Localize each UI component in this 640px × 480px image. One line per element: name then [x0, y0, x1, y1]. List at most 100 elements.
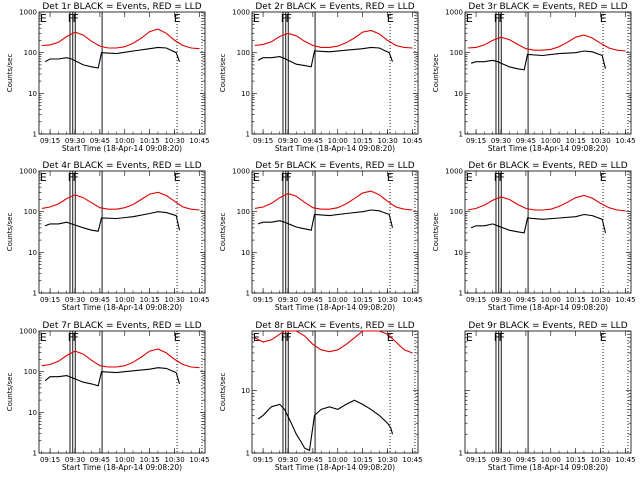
- x-tick-label: 10:30: [590, 137, 610, 145]
- panel-title: Det 1r BLACK = Events, RED = LLD: [42, 2, 201, 12]
- event-marker-e: E: [387, 331, 394, 344]
- x-tick-label: 10:30: [164, 456, 184, 464]
- y-axis-label: Counts/sec: [6, 54, 14, 93]
- x-axis-label: Start Time (18-Apr-14 09:08:20): [275, 463, 395, 472]
- y-tick-label: 100: [450, 49, 463, 57]
- event-marker-e: E: [466, 12, 473, 25]
- y-tick-label: 1: [33, 131, 37, 139]
- panel-title: Det 7r BLACK = Events, RED = LLD: [42, 321, 201, 331]
- plot-frame: [251, 170, 419, 294]
- panel-title: Det 3r BLACK = Events, RED = LLD: [468, 2, 627, 12]
- x-tick-label: 10:45: [402, 456, 422, 464]
- x-tick-label: 09:15: [253, 456, 273, 464]
- x-tick-label: 09:15: [253, 137, 273, 145]
- series-events-line: [257, 209, 394, 231]
- x-tick-label: 09:15: [253, 296, 273, 304]
- x-tick-label: 09:45: [303, 137, 323, 145]
- series-events-line: [257, 46, 394, 68]
- y-tick-label: 1000: [232, 168, 250, 176]
- y-axis-label: Counts/sec: [432, 54, 440, 93]
- x-tick-label: 10:00: [115, 456, 135, 464]
- panel-title: Det 8r BLACK = Events, RED = LLD: [255, 321, 414, 331]
- y-tick-label: 100: [24, 49, 37, 57]
- plot-frame: [464, 11, 632, 135]
- x-tick-label: 10:15: [353, 137, 373, 145]
- x-axis-label: Start Time (18-Apr-14 09:08:20): [488, 144, 608, 153]
- y-tick-label: 1000: [232, 9, 250, 17]
- x-tick-label: 10:00: [328, 456, 348, 464]
- event-marker-f: F: [281, 331, 287, 344]
- x-tick-label: 09:45: [516, 456, 536, 464]
- y-tick-label: 1: [459, 290, 463, 298]
- y-tick-label: 100: [237, 49, 250, 57]
- event-marker-f: F: [68, 12, 74, 25]
- panel-title: Det 6r BLACK = Events, RED = LLD: [468, 161, 627, 171]
- x-tick-label: 09:15: [40, 296, 60, 304]
- series-lld-line: [41, 348, 200, 369]
- event-marker-e: E: [466, 331, 473, 344]
- plot-frame: [464, 330, 632, 454]
- y-tick-label: 100: [24, 368, 37, 376]
- panel-title: Det 5r BLACK = Events, RED = LLD: [255, 161, 414, 171]
- y-tick-label: 100: [237, 208, 250, 216]
- event-marker-f: F: [68, 331, 74, 344]
- y-tick-label: 10: [241, 90, 250, 98]
- series-events-line: [470, 213, 607, 234]
- plot-frame: [38, 170, 206, 294]
- y-tick-label: 1: [33, 290, 37, 298]
- x-tick-label: 10:45: [402, 137, 422, 145]
- x-axis-label: Start Time (18-Apr-14 09:08:20): [62, 144, 182, 153]
- x-tick-label: 09:30: [278, 137, 298, 145]
- x-tick-label: 10:00: [541, 296, 561, 304]
- x-tick-label: 09:30: [278, 456, 298, 464]
- series-events-line: [470, 50, 607, 71]
- event-marker-f: F: [494, 331, 500, 344]
- y-tick-label: 10: [454, 90, 463, 98]
- y-axis-label: Counts/sec: [6, 213, 14, 252]
- y-tick-label: 1: [459, 131, 463, 139]
- x-tick-label: 10:00: [541, 456, 561, 464]
- y-tick-label: 10: [241, 387, 250, 395]
- event-marker-e: E: [40, 331, 47, 344]
- panel-title: Det 9r BLACK = Events, RED = LLD: [468, 321, 627, 331]
- x-tick-label: 10:45: [189, 137, 209, 145]
- x-tick-label: 09:15: [40, 456, 60, 464]
- panel-7: Det 7r BLACK = Events, RED = LLD 1 10 100 10…: [6, 321, 210, 472]
- y-axis-label: Counts/sec: [6, 373, 14, 412]
- y-tick-label: 1000: [19, 168, 37, 176]
- event-marker-e: E: [174, 171, 181, 184]
- x-tick-label: 09:45: [90, 456, 110, 464]
- x-tick-label: 09:30: [65, 456, 85, 464]
- event-marker-f: F: [72, 12, 78, 25]
- event-marker-f: F: [281, 12, 287, 25]
- x-tick-label: 09:30: [65, 137, 85, 145]
- x-axis-label: Start Time (18-Apr-14 09:08:20): [275, 303, 395, 312]
- event-marker-f: F: [281, 171, 287, 184]
- event-marker-f: F: [498, 331, 504, 344]
- x-tick-label: 10:15: [566, 456, 586, 464]
- series-lld-line: [41, 28, 200, 50]
- x-tick-label: 10:00: [541, 137, 561, 145]
- x-tick-label: 10:45: [402, 296, 422, 304]
- x-tick-label: 09:45: [303, 456, 323, 464]
- panel-6: Det 6r BLACK = Events, RED = LLD 1 10 100 10…: [432, 161, 636, 312]
- x-tick-label: 10:45: [615, 456, 635, 464]
- plot-frame: [464, 170, 632, 294]
- x-tick-label: 10:15: [566, 296, 586, 304]
- x-axis-label: Start Time (18-Apr-14 09:08:20): [62, 463, 182, 472]
- y-tick-label: 1000: [445, 9, 463, 17]
- series-lld-line: [254, 190, 413, 211]
- event-marker-f: F: [68, 171, 74, 184]
- panel-title: Det 4r BLACK = Events, RED = LLD: [42, 161, 201, 171]
- x-tick-label: 09:30: [278, 296, 298, 304]
- x-tick-label: 10:00: [328, 137, 348, 145]
- x-tick-label: 09:45: [303, 296, 323, 304]
- x-tick-label: 10:45: [189, 456, 209, 464]
- x-tick-label: 10:15: [140, 296, 160, 304]
- x-tick-label: 09:15: [466, 456, 486, 464]
- x-tick-label: 09:30: [491, 456, 511, 464]
- event-marker-e: E: [466, 171, 473, 184]
- event-marker-e: E: [600, 331, 607, 344]
- plot-frame: [38, 11, 206, 135]
- x-tick-label: 10:15: [140, 137, 160, 145]
